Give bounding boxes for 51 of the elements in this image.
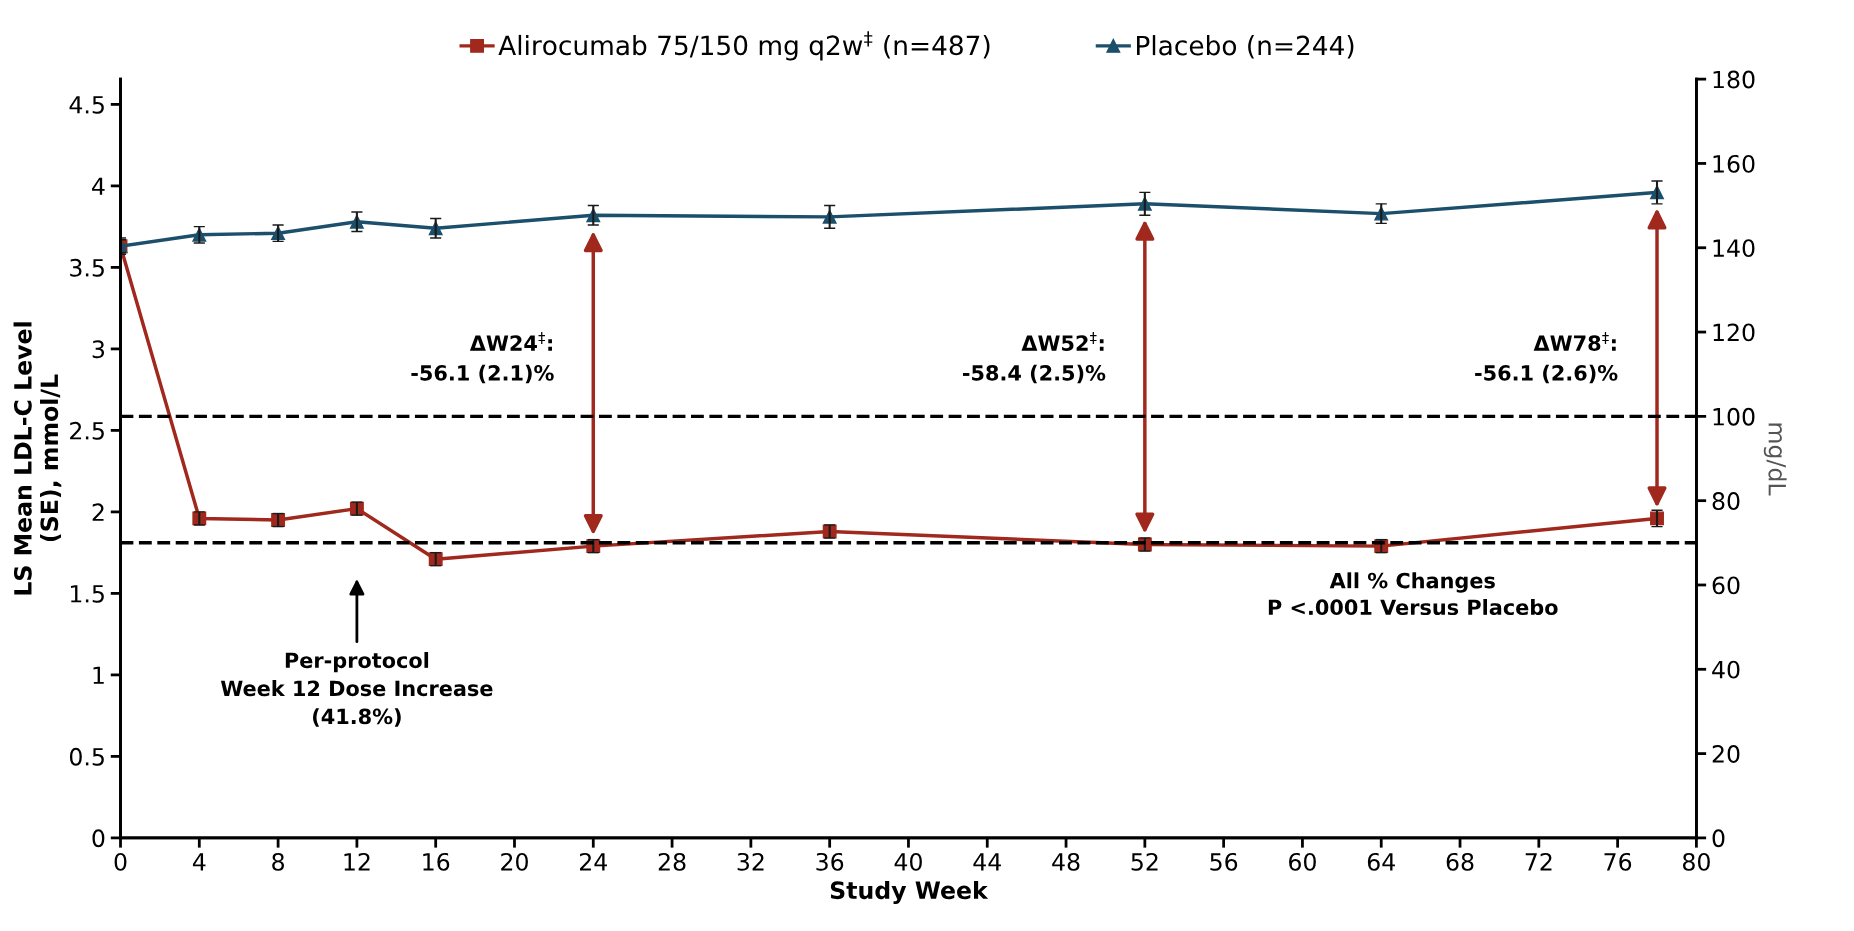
y-tick-label: 4.5 bbox=[69, 96, 104, 114]
x-tick-label: 36 bbox=[816, 852, 844, 871]
y-tick-label: 3 bbox=[92, 340, 105, 359]
annotation: All % Changes P <.0001 Versus Placebo bbox=[1268, 572, 1558, 616]
x-tick-label: 24 bbox=[579, 852, 607, 871]
x-tick-label: 4 bbox=[192, 853, 206, 871]
y2-axis-title: mg/dL bbox=[1763, 423, 1787, 496]
x-tick-label: 52 bbox=[1131, 852, 1158, 871]
annotation: ΔW78$^{‡}$: -56.1 (2.6)% bbox=[1475, 332, 1618, 384]
x-tick-label: 20 bbox=[501, 852, 528, 871]
y2-tick-label: 140 bbox=[1713, 239, 1755, 258]
y2-tick-label: 120 bbox=[1713, 323, 1755, 342]
annotation: ΔW24$^{‡}$: -56.1 (2.1)% bbox=[411, 332, 554, 384]
x-tick-label: 48 bbox=[1052, 852, 1080, 871]
y2-tick-label: 180 bbox=[1713, 70, 1755, 89]
x-tick-label: 0 bbox=[114, 852, 127, 871]
y-tick-label: 3.5 bbox=[70, 258, 104, 277]
annotation: ΔW52$^{‡}$: -58.4 (2.5)% bbox=[962, 332, 1106, 384]
x-tick-label: 60 bbox=[1289, 852, 1316, 871]
annotation: Per-protocol Week 12 Dose Increase (41.8%) bbox=[220, 652, 493, 727]
y-tick-label: 4 bbox=[92, 177, 105, 195]
x-tick-label: 28 bbox=[658, 852, 686, 871]
y-tick-label: 0 bbox=[92, 829, 105, 848]
y2-tick-label: 160 bbox=[1713, 154, 1755, 173]
y2-tick-label: 100 bbox=[1713, 407, 1755, 426]
y-tick-label: 1.5 bbox=[70, 585, 104, 603]
y2-tick-label: 0 bbox=[1712, 829, 1725, 848]
legend-label: Placebo (n=244) bbox=[1137, 35, 1354, 59]
x-tick-label: 56 bbox=[1210, 852, 1238, 871]
y2-tick-label: 80 bbox=[1712, 492, 1740, 510]
x-tick-label: 16 bbox=[423, 852, 450, 871]
x-tick-label: 44 bbox=[973, 853, 1001, 871]
x-tick-label: 80 bbox=[1682, 852, 1710, 871]
x-tick-label: 8 bbox=[272, 852, 284, 871]
y-tick-label: 2 bbox=[92, 503, 104, 521]
x-tick-label: 64 bbox=[1367, 852, 1395, 871]
y2-tick-label: 40 bbox=[1712, 660, 1740, 679]
y-tick-label: 0.5 bbox=[69, 747, 104, 766]
x-axis-title: Study Week bbox=[830, 880, 989, 904]
x-tick-label: 40 bbox=[894, 852, 922, 871]
x-tick-label: 12 bbox=[344, 852, 370, 871]
x-tick-label: 76 bbox=[1604, 852, 1632, 871]
x-tick-label: 72 bbox=[1525, 852, 1552, 871]
y2-tick-label: 20 bbox=[1712, 745, 1740, 763]
legend-label: Alirocumab 75/150 mg q2w$^{‡}$ (n=487) bbox=[498, 31, 990, 61]
y-tick-label: 1 bbox=[93, 666, 104, 684]
y2-tick-label: 60 bbox=[1712, 576, 1740, 595]
x-tick-label: 32 bbox=[737, 852, 764, 871]
x-tick-label: 68 bbox=[1446, 852, 1474, 871]
y-tick-label: 2.5 bbox=[70, 421, 104, 440]
y-axis-title: LS Mean LDL-C Level (SE), mmol/L bbox=[13, 322, 62, 595]
